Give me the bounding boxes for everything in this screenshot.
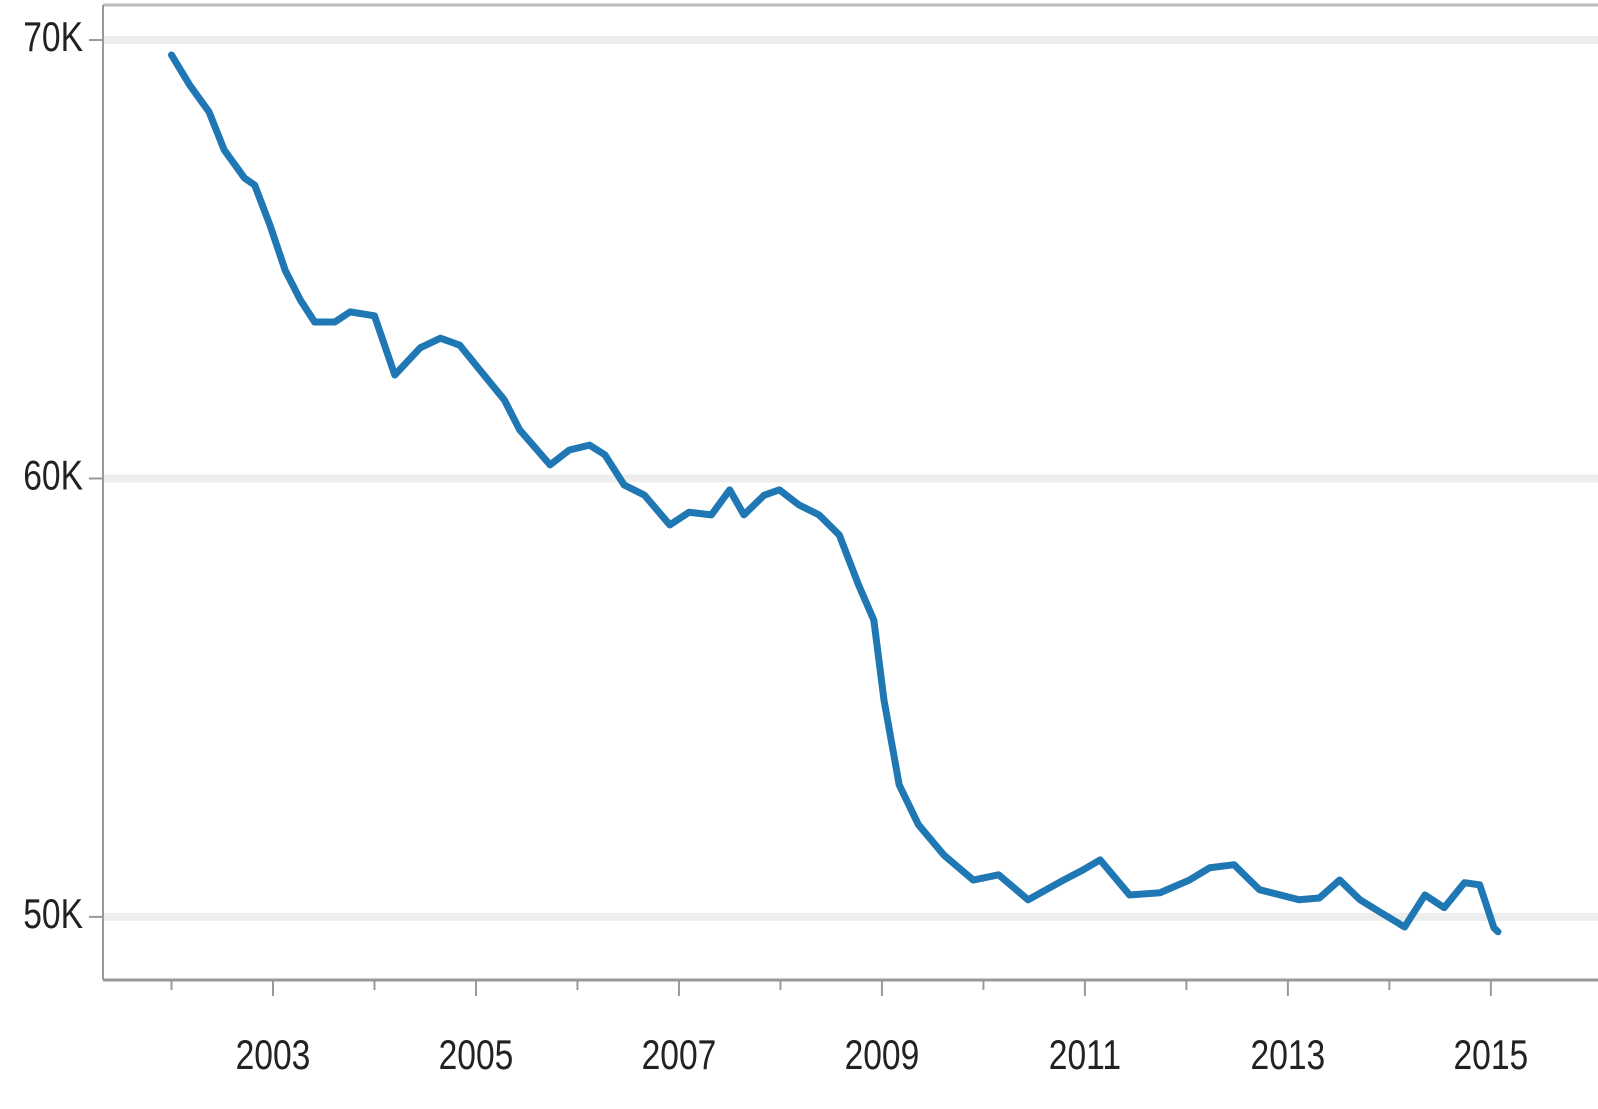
x-tick-label: 2003 bbox=[236, 1033, 311, 1079]
line-series bbox=[168, 51, 1502, 936]
x-tick-label: 2005 bbox=[439, 1033, 514, 1079]
y-tick-label: 60K bbox=[23, 453, 83, 499]
x-tick-label: 2011 bbox=[1049, 1033, 1121, 1079]
x-tick-label: 2013 bbox=[1251, 1033, 1326, 1079]
y-tick-label: 50K bbox=[23, 892, 83, 938]
x-tick-label: 2009 bbox=[845, 1033, 920, 1079]
x-tick-label: 2007 bbox=[642, 1033, 717, 1079]
x-tick-label: 2015 bbox=[1454, 1033, 1529, 1079]
y-tick-label: 70K bbox=[23, 15, 83, 61]
